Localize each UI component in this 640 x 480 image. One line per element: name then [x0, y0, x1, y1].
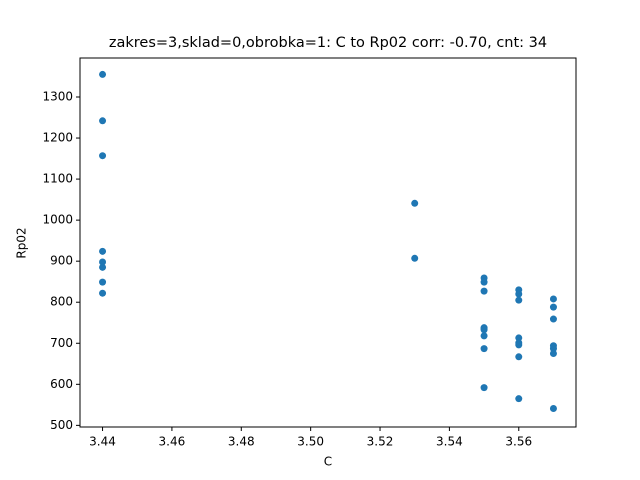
- point: [99, 247, 107, 255]
- point: [515, 395, 523, 403]
- y-tick-label: 500: [50, 418, 73, 432]
- y-tick-label: 1000: [42, 213, 73, 227]
- point: [99, 117, 107, 125]
- x-tick-label: 3.52: [367, 435, 394, 449]
- point: [515, 353, 523, 361]
- point: [99, 258, 107, 266]
- point: [99, 263, 107, 271]
- y-tick-label: 900: [50, 254, 73, 268]
- point: [549, 405, 557, 413]
- point: [480, 287, 488, 295]
- point: [480, 345, 488, 353]
- point: [515, 341, 523, 349]
- point: [99, 70, 107, 78]
- point: [549, 303, 557, 311]
- point: [480, 278, 488, 286]
- y-tick-label: 1300: [42, 89, 73, 103]
- point: [515, 334, 523, 342]
- point: [99, 278, 107, 286]
- plot-frame: [79, 57, 577, 428]
- point: [480, 326, 488, 334]
- x-tick-label: 3.46: [159, 435, 186, 449]
- point: [549, 350, 557, 358]
- point: [99, 152, 107, 160]
- point: [411, 199, 419, 207]
- chart-title: zakres=3,sklad=0,obrobka=1: C to Rp02 co…: [109, 35, 547, 51]
- y-tick-label: 600: [50, 377, 73, 391]
- y-axis-label: Rp02: [15, 227, 29, 258]
- y-tick-label: 700: [50, 336, 73, 350]
- point: [99, 289, 107, 297]
- point: [480, 384, 488, 392]
- x-axis-label: C: [324, 455, 332, 469]
- x-tick-label: 3.54: [436, 435, 463, 449]
- y-tick-label: 1100: [42, 172, 73, 186]
- x-tick-label: 3.44: [89, 435, 116, 449]
- point: [549, 295, 557, 303]
- point: [515, 296, 523, 304]
- y-tick-label: 1200: [42, 131, 73, 145]
- x-tick-label: 3.56: [505, 435, 532, 449]
- point: [480, 332, 488, 340]
- point: [411, 254, 419, 262]
- point: [549, 345, 557, 353]
- point: [515, 290, 523, 298]
- y-tick-label: 800: [50, 295, 73, 309]
- x-tick-label: 3.48: [228, 435, 255, 449]
- x-tick-label: 3.50: [297, 435, 324, 449]
- point: [549, 315, 557, 323]
